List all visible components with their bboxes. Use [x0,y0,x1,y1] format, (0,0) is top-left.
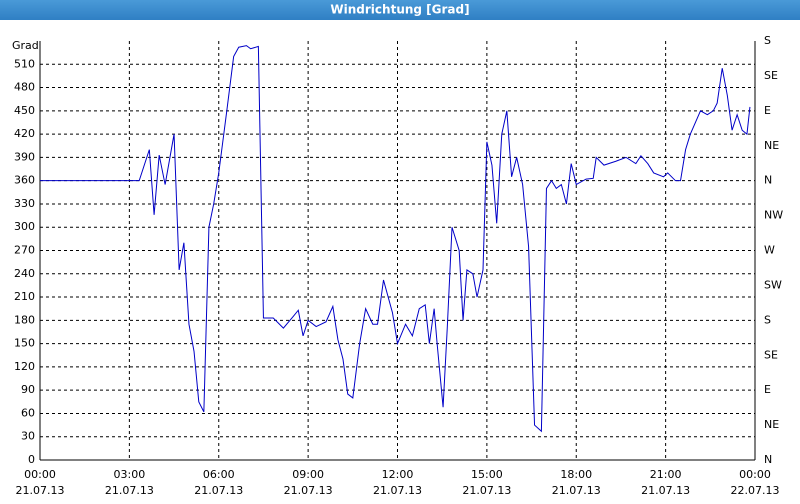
y-tick-label: 30 [21,430,35,443]
x-tick-label: 12:00 [382,468,414,481]
y-tick-label: 180 [14,313,35,326]
y2-tick-label: E [764,383,771,396]
x-tick-date: 21.07.13 [552,484,601,497]
x-tick-date: 22.07.13 [731,484,780,497]
y-tick-label: 450 [14,104,35,117]
y2-tick-label: W [764,244,775,257]
y-tick-label: 90 [21,383,35,396]
x-tick-date: 21.07.13 [284,484,333,497]
chart-title: Windrichtung [Grad] [330,3,469,17]
y-tick-label: 510 [14,57,35,70]
y-tick-label: 360 [14,174,35,187]
y-tick-label: 420 [14,127,35,140]
x-tick-date: 21.07.13 [194,484,243,497]
x-tick-label: 03:00 [114,468,146,481]
x-tick-label: 09:00 [292,468,324,481]
x-tick-date: 21.07.13 [462,484,511,497]
x-tick-label: 00:00 [739,468,771,481]
x-tick-label: 15:00 [471,468,503,481]
y-tick-label: 120 [14,360,35,373]
y2-tick-label: NE [764,418,779,431]
y-tick-label: 480 [14,81,35,94]
y2-tick-label: S [764,34,771,47]
y2-tick-label: N [764,453,772,466]
y2-tick-label: SE [764,69,778,82]
y2-tick-label: NE [764,139,779,152]
x-tick-label: 06:00 [203,468,235,481]
y-tick-label: 240 [14,267,35,280]
y-axis-label: Grad [12,39,39,52]
y-tick-label: 150 [14,337,35,350]
y-tick-label: 270 [14,244,35,257]
data-line [40,45,751,433]
y-tick-label: 330 [14,197,35,210]
x-tick-date: 21.07.13 [373,484,422,497]
x-tick-label: 00:00 [24,468,56,481]
y2-tick-label: NW [764,209,783,222]
y2-tick-label: SE [764,348,778,361]
y2-tick-label: S [764,313,771,326]
y-tick-label: 60 [21,406,35,419]
y-tick-label: 210 [14,290,35,303]
x-tick-date: 21.07.13 [16,484,65,497]
x-tick-date: 21.07.13 [641,484,690,497]
y2-tick-label: E [764,104,771,117]
x-tick-label: 18:00 [560,468,592,481]
y2-tick-label: N [764,174,772,187]
x-tick-date: 21.07.13 [105,484,154,497]
y-tick-label: 0 [28,453,35,466]
title-bar [0,0,800,20]
y2-tick-label: SW [764,278,782,291]
y-tick-label: 390 [14,150,35,163]
x-tick-label: 21:00 [650,468,682,481]
y-tick-label: 300 [14,220,35,233]
